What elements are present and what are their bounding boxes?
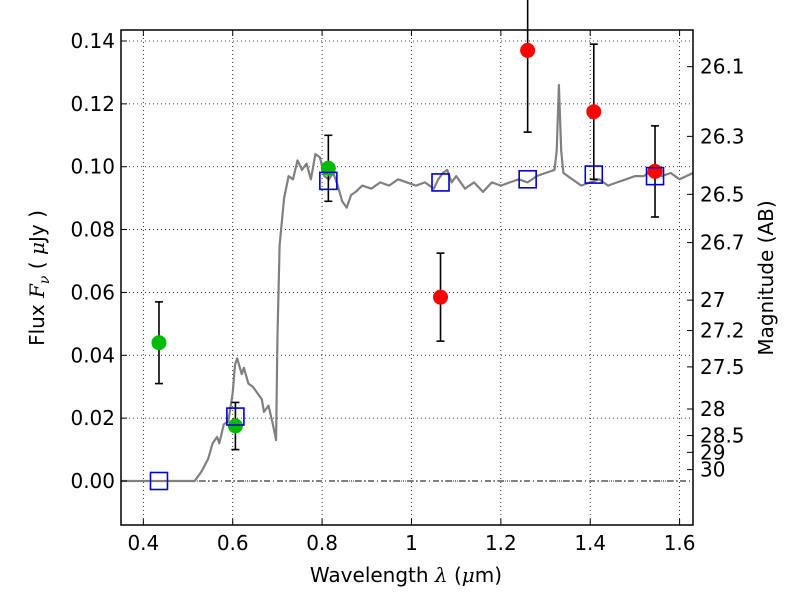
y2-tick-label: 29 (700, 440, 725, 464)
model-photometry-square (149, 471, 169, 491)
red-data-point (520, 42, 536, 58)
model-photometry-square (226, 407, 245, 426)
red-data-point (433, 289, 449, 305)
y2-tick-label: 28 (700, 397, 725, 421)
grid (121, 30, 693, 525)
model-spectrum (121, 83, 694, 483)
y2-tick-label: 26.5 (700, 182, 745, 206)
x-axis-label: Wavelength λ (μm) (310, 563, 502, 587)
y2-tick-label: 26.1 (700, 55, 745, 79)
x-tick-label: 0.6 (217, 531, 249, 555)
y-tick-label: 0.12 (70, 92, 115, 116)
y-tick-label: 0.10 (70, 155, 115, 179)
green-data-point (151, 335, 167, 351)
photometry-points (149, 0, 665, 491)
y2-tick-label: 26.3 (700, 124, 745, 148)
green-data-point (320, 160, 336, 176)
y-tick-label: 0.00 (70, 469, 115, 493)
y2-tick-label: 28.5 (700, 424, 745, 448)
model-photometry-square (645, 166, 665, 186)
plot-frame (120, 29, 694, 526)
x-tick-label: 0.4 (127, 531, 159, 555)
y-axis-label: Flux Fν ( μJy ) (25, 210, 53, 346)
y2-tick-label: 27.5 (700, 355, 745, 379)
y2-tick-label: 30 (700, 458, 725, 482)
x-tick-label: 1.2 (485, 531, 517, 555)
red-data-point (586, 104, 602, 120)
x-tick-label: 1 (405, 531, 418, 555)
y-tick-label: 0.06 (70, 280, 115, 304)
x-tick-label: 1.6 (664, 531, 696, 555)
y2-tick-label: 27 (700, 288, 725, 312)
y2-axis-label: Magnitude (AB) (754, 200, 778, 355)
y-tick-label: 0.08 (70, 218, 115, 242)
tick-labels: 0.4 0.6 0.8 1 1.2 1.4 1.6 0.00 0.02 0.04 0.06 0.08 0… (70, 29, 744, 555)
red-data-point (647, 163, 663, 179)
y2-tick-label: 27.2 (700, 319, 745, 343)
y-tick-label: 0.04 (70, 343, 115, 367)
x-tick-label: 1.4 (574, 531, 606, 555)
model-photometry-square (584, 165, 604, 184)
model-spectrum-line (121, 83, 694, 483)
green-data-point (227, 418, 243, 434)
y-tick-label: 0.14 (70, 29, 115, 53)
x-tick-label: 0.8 (306, 531, 338, 555)
y-tick-label: 0.02 (70, 406, 115, 430)
model-photometry-square (518, 169, 537, 189)
model-photometry-square (431, 173, 450, 192)
y2-tick-label: 26.7 (700, 231, 745, 255)
model-photometry-square (319, 171, 338, 191)
axis-ticks (121, 30, 693, 525)
